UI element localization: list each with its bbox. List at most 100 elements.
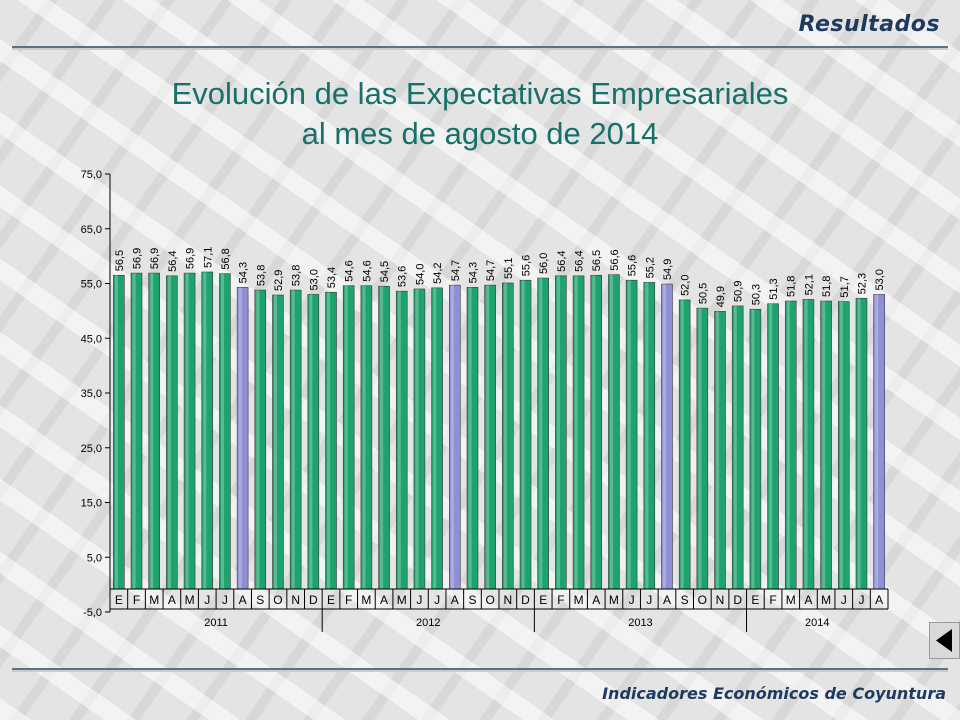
bar-shine bbox=[627, 280, 631, 589]
x-tick-label: J bbox=[434, 593, 440, 607]
bar-shine bbox=[556, 275, 560, 589]
bar-shine bbox=[380, 286, 384, 589]
data-label: 53,8 bbox=[291, 265, 303, 286]
bar-shine bbox=[663, 284, 667, 589]
bar-shine bbox=[822, 301, 826, 589]
bar-shine bbox=[150, 273, 154, 589]
y-tick-label: 55,0 bbox=[81, 279, 102, 291]
y-tick-label: -5,0 bbox=[83, 607, 102, 619]
x-tick-label: J bbox=[204, 593, 210, 607]
bar-shine bbox=[539, 278, 543, 589]
data-label: 55,6 bbox=[521, 255, 533, 276]
data-label: 50,5 bbox=[697, 283, 709, 304]
data-label: 51,7 bbox=[839, 276, 851, 297]
data-label: 51,8 bbox=[821, 276, 833, 297]
bar-shine bbox=[415, 288, 419, 589]
bar-shine bbox=[362, 285, 366, 589]
data-label: 50,9 bbox=[733, 281, 745, 302]
data-label: 54,0 bbox=[414, 264, 426, 285]
data-label: 56,4 bbox=[556, 250, 568, 271]
x-tick-label: M bbox=[609, 593, 619, 607]
x-tick-label: E bbox=[751, 593, 759, 607]
data-label: 54,7 bbox=[485, 260, 497, 281]
x-tick-label: F bbox=[345, 593, 352, 607]
bar-shine bbox=[698, 308, 702, 589]
data-label: 55,6 bbox=[627, 255, 639, 276]
data-label: 52,3 bbox=[856, 273, 868, 294]
bar-shine bbox=[839, 301, 843, 589]
bar-shine bbox=[486, 285, 490, 589]
x-tick-label: D bbox=[309, 593, 318, 607]
data-label: 53,4 bbox=[326, 267, 338, 288]
data-label: 56,9 bbox=[149, 248, 161, 269]
bar-shine bbox=[256, 290, 260, 589]
x-tick-label: F bbox=[769, 593, 776, 607]
x-tick-label: A bbox=[804, 593, 812, 607]
x-tick-label: D bbox=[733, 593, 742, 607]
x-tick-label: J bbox=[222, 593, 228, 607]
bar-shine bbox=[220, 273, 225, 589]
x-tick-label: E bbox=[115, 593, 123, 607]
x-tick-label: M bbox=[397, 593, 407, 607]
x-tick-label: J bbox=[646, 593, 652, 607]
y-tick-label: 25,0 bbox=[81, 443, 102, 455]
bar-shine bbox=[433, 287, 437, 589]
data-label: 51,3 bbox=[768, 278, 780, 299]
x-tick-label: M bbox=[821, 593, 831, 607]
x-tick-label: J bbox=[841, 593, 847, 607]
x-tick-label: A bbox=[875, 593, 883, 607]
data-label: 56,0 bbox=[538, 253, 550, 274]
data-label: 56,5 bbox=[591, 250, 603, 271]
data-label: 54,3 bbox=[467, 262, 479, 283]
x-tick-label: D bbox=[521, 593, 530, 607]
data-label: 55,1 bbox=[503, 258, 515, 279]
bar-shine bbox=[238, 287, 242, 589]
bar-shine bbox=[733, 305, 737, 589]
bar-shine bbox=[786, 301, 790, 589]
top-divider bbox=[12, 46, 948, 48]
data-label: 54,6 bbox=[361, 260, 373, 281]
x-tick-label: O bbox=[485, 593, 494, 607]
data-label: 51,8 bbox=[786, 276, 798, 297]
back-button[interactable] bbox=[929, 622, 960, 659]
data-label: 56,8 bbox=[220, 248, 232, 269]
data-label: 53,0 bbox=[308, 269, 320, 290]
bar-shine bbox=[769, 303, 773, 589]
x-tick-label: N bbox=[716, 593, 725, 607]
bar-shine bbox=[574, 275, 578, 589]
x-tick-label: A bbox=[592, 593, 600, 607]
bar-shine bbox=[309, 294, 313, 589]
x-tick-label: A bbox=[663, 593, 671, 607]
data-label: 52,9 bbox=[273, 270, 285, 291]
x-tick-label: J bbox=[629, 593, 635, 607]
data-label: 54,6 bbox=[344, 260, 356, 281]
x-tick-label: A bbox=[239, 593, 247, 607]
data-label: 49,9 bbox=[715, 286, 727, 307]
data-label: 54,5 bbox=[379, 261, 391, 282]
bar-shine bbox=[592, 275, 596, 589]
x-tick-label: F bbox=[133, 593, 140, 607]
data-label: 56,4 bbox=[574, 250, 586, 271]
year-label: 2011 bbox=[204, 617, 228, 629]
bar-shine bbox=[397, 291, 401, 589]
data-label: 53,6 bbox=[397, 266, 409, 287]
x-tick-label: S bbox=[681, 593, 689, 607]
bar-shine bbox=[344, 285, 348, 589]
data-label: 52,1 bbox=[803, 274, 815, 295]
x-tick-label: M bbox=[574, 593, 584, 607]
data-label: 54,3 bbox=[238, 262, 250, 283]
data-label: 53,0 bbox=[874, 269, 886, 290]
x-tick-label: S bbox=[256, 593, 264, 607]
x-tick-label: J bbox=[858, 593, 864, 607]
data-label: 56,9 bbox=[132, 248, 144, 269]
x-tick-label: M bbox=[185, 593, 195, 607]
x-tick-label: A bbox=[168, 593, 176, 607]
bar-shine bbox=[114, 275, 118, 589]
bar-shine bbox=[875, 294, 879, 589]
bar-shine bbox=[132, 273, 136, 589]
data-label: 56,6 bbox=[609, 249, 621, 270]
bar-shine bbox=[450, 285, 454, 589]
y-tick-label: 5,0 bbox=[87, 552, 102, 564]
